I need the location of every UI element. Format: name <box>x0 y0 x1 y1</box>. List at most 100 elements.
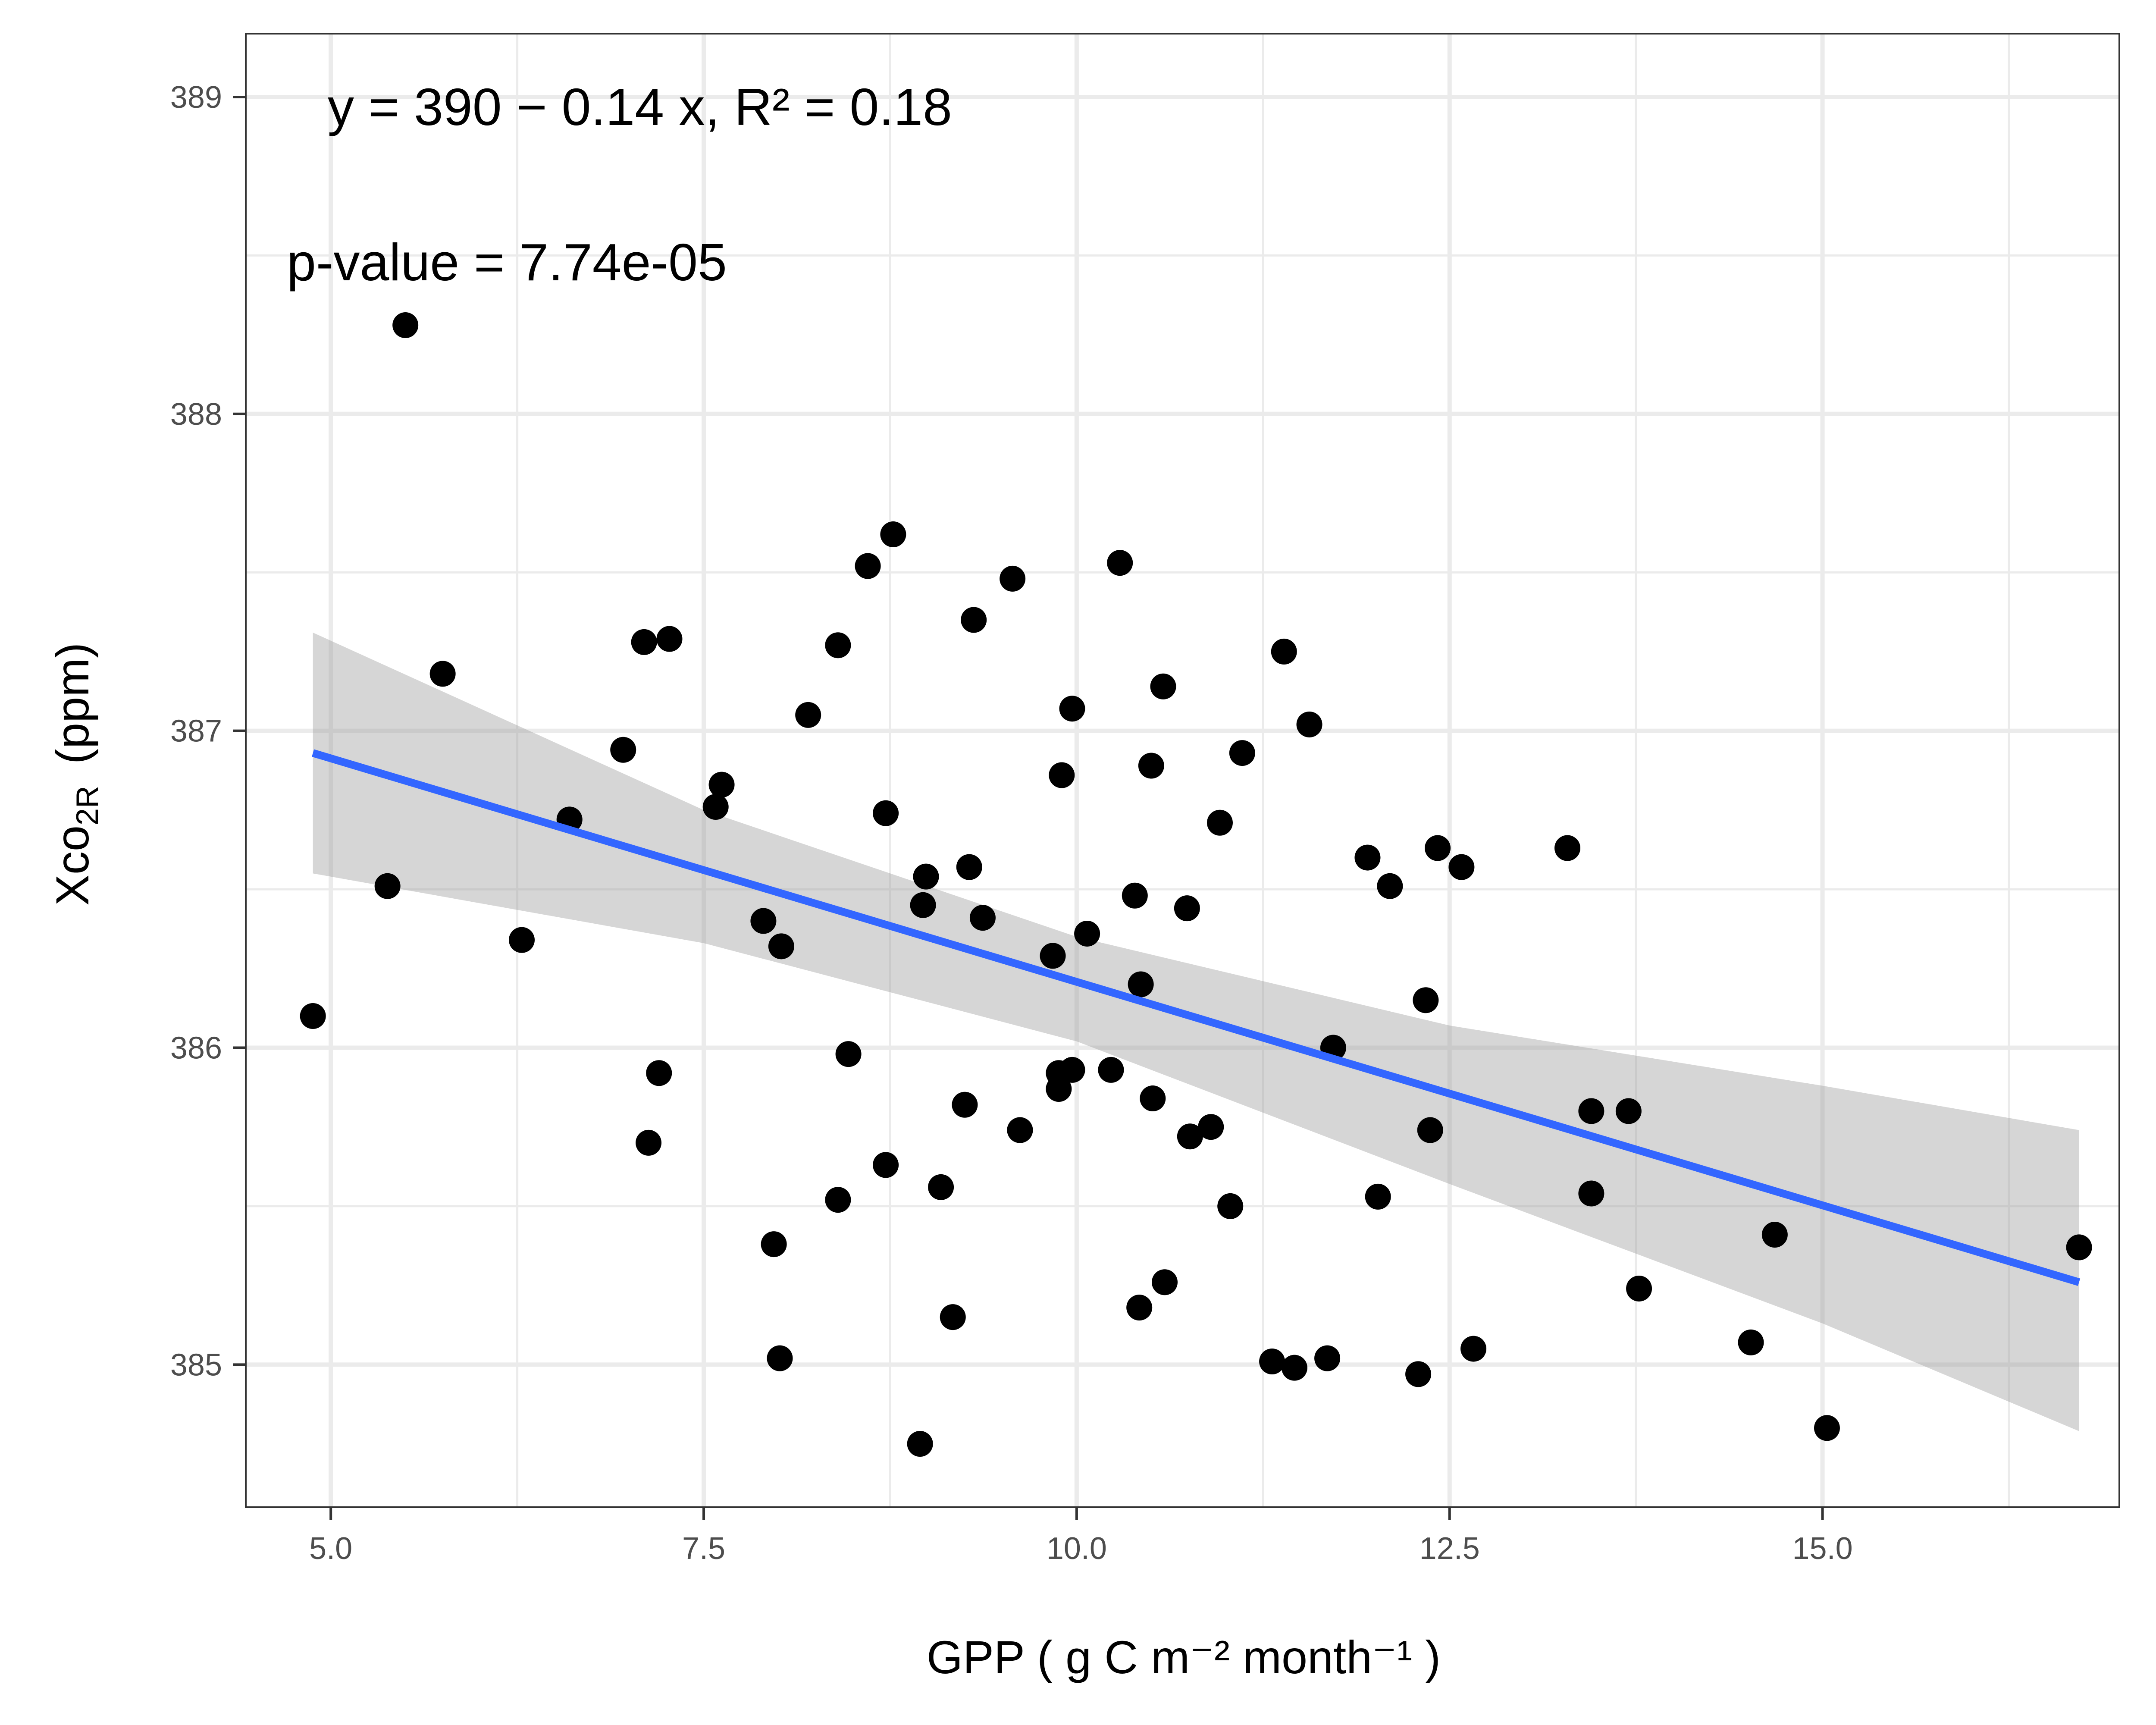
data-point <box>1128 971 1154 997</box>
data-point <box>825 1187 851 1213</box>
y-tick-label: 387 <box>170 714 222 749</box>
x-tick-label: 7.5 <box>682 1531 725 1566</box>
data-point <box>374 873 401 899</box>
data-point <box>1040 943 1066 969</box>
data-point <box>1314 1345 1341 1371</box>
data-point <box>1098 1057 1124 1083</box>
data-point <box>873 800 899 826</box>
data-point <box>1377 873 1403 899</box>
panel-border <box>245 33 2120 1508</box>
y-axis-title-subscript: 2R <box>70 786 105 825</box>
data-point <box>1578 1180 1604 1207</box>
data-point <box>767 1345 793 1371</box>
data-point <box>1122 882 1148 909</box>
data-point <box>708 772 735 798</box>
data-point <box>646 1060 672 1086</box>
data-point <box>1206 809 1233 836</box>
grid-major <box>246 34 2119 1507</box>
data-point <box>952 1091 978 1118</box>
data-point <box>1296 711 1322 737</box>
data-point <box>1046 1076 1072 1102</box>
data-point <box>873 1152 899 1178</box>
data-point <box>1615 1098 1642 1124</box>
data-point <box>610 737 636 763</box>
data-point <box>1138 753 1164 779</box>
data-point <box>940 1304 966 1330</box>
data-point <box>1229 740 1255 766</box>
y-axis-title-main: Xco <box>46 825 98 906</box>
data-point <box>1738 1329 1764 1355</box>
data-point <box>392 312 419 339</box>
data-point <box>1554 835 1581 861</box>
x-axis-title: GPP ( g C m⁻² month⁻¹ ) <box>927 1631 1441 1683</box>
data-point <box>961 607 987 633</box>
data-point <box>1074 920 1100 947</box>
data-point <box>880 521 906 548</box>
data-point <box>1578 1098 1604 1124</box>
data-point <box>1417 1117 1443 1143</box>
data-point <box>1049 762 1075 788</box>
y-tick-label: 389 <box>170 80 222 115</box>
data-point <box>855 553 881 579</box>
data-point <box>1217 1193 1244 1219</box>
y-tick-label: 386 <box>170 1031 222 1065</box>
data-point <box>1174 895 1200 922</box>
data-point <box>300 1003 326 1029</box>
data-point <box>2066 1234 2092 1261</box>
data-point <box>1107 550 1133 576</box>
data-point <box>761 1231 787 1258</box>
data-point <box>969 905 996 931</box>
data-point <box>1626 1275 1652 1302</box>
x-tick-label: 15.0 <box>1792 1531 1853 1566</box>
data-point <box>1151 1269 1178 1295</box>
data-point <box>1354 844 1381 871</box>
data-point <box>1271 638 1297 665</box>
data-point <box>956 854 982 880</box>
data-point <box>702 794 729 820</box>
x-tick-label: 10.0 <box>1047 1531 1107 1566</box>
x-tick-label: 5.0 <box>309 1531 352 1566</box>
confidence-band <box>313 632 2079 1431</box>
data-points <box>300 312 2092 1457</box>
data-point <box>631 629 657 655</box>
x-tick-label: 12.5 <box>1420 1531 1480 1566</box>
data-point <box>1460 1336 1487 1362</box>
data-point <box>1365 1183 1391 1210</box>
data-point <box>1761 1222 1788 1248</box>
data-point <box>750 908 777 934</box>
p-value-label: p-value = 7.74e-05 <box>287 233 727 292</box>
data-point <box>1126 1295 1153 1321</box>
data-point <box>1000 565 1026 592</box>
x-axis-ticks: 5.0 7.5 10.0 12.5 15.0 <box>309 1507 1853 1566</box>
y-tick-label: 388 <box>170 397 222 432</box>
data-point <box>913 863 939 890</box>
data-point <box>795 702 821 728</box>
data-point <box>910 892 936 918</box>
data-point <box>825 632 851 659</box>
data-point <box>1059 696 1085 722</box>
data-point <box>1413 987 1439 1013</box>
grid-minor <box>246 34 2119 1507</box>
data-point <box>1177 1123 1203 1150</box>
data-point <box>656 626 683 652</box>
data-point <box>429 661 456 687</box>
data-point <box>907 1431 933 1457</box>
data-point <box>1140 1085 1166 1112</box>
data-point <box>1059 1057 1085 1083</box>
data-point <box>508 927 535 953</box>
y-axis-title: Xco2R (ppm) <box>46 643 105 906</box>
data-point <box>1405 1361 1432 1387</box>
y-tick-label: 385 <box>170 1348 222 1382</box>
data-point <box>1425 835 1451 861</box>
regression-line <box>312 749 2081 1286</box>
data-point <box>636 1129 662 1156</box>
regression-equation: y = 390 − 0.14 x, R² = 0.18 <box>328 78 952 136</box>
data-point <box>835 1041 862 1067</box>
data-point <box>1198 1114 1224 1140</box>
data-point <box>1814 1415 1840 1441</box>
data-point <box>1281 1355 1307 1381</box>
data-point <box>768 933 794 960</box>
data-point <box>1448 854 1475 880</box>
data-point <box>928 1174 954 1200</box>
